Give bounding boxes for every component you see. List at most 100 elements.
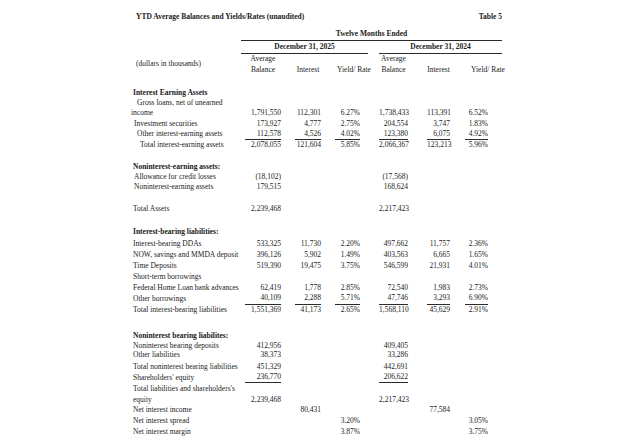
cell-interest-2025	[295, 330, 321, 341]
blank-row	[131, 315, 502, 330]
row-label: NOW, savings and MMDA deposit	[131, 249, 241, 260]
cell-interest-2024	[427, 415, 450, 427]
table-row: Other liabilities38,37333,286	[131, 350, 502, 360]
cell-interest-2025	[295, 382, 321, 395]
cell-rate-2025	[335, 271, 360, 282]
cell-rate-2024	[465, 350, 488, 360]
cell-rate-2025: 3.20%	[335, 415, 360, 427]
cell-interest-2025	[295, 427, 321, 436]
cell-balance-2025: 519,390	[245, 260, 281, 271]
cell-balance-2025: 40,109	[245, 293, 281, 304]
row-label: Total noninterest bearing liabilities	[131, 360, 241, 373]
cell-interest-2025	[295, 350, 321, 360]
cell-interest-2024: 113,391	[427, 108, 450, 118]
cell-balance-2025: 38,373	[245, 350, 281, 360]
cell-rate-2025	[335, 382, 360, 395]
cell-rate-2025: 3.75%	[335, 260, 360, 271]
col-header-rate-2024: Yield/ Rate	[471, 64, 494, 75]
cell-balance-2024: 168,624	[379, 181, 408, 192]
cell-rate-2024	[465, 404, 488, 415]
table-row: Noninterest bearing liabilites:	[131, 330, 502, 341]
cell-balance-2025: 2,078,055	[245, 139, 281, 150]
cell-interest-2025	[295, 98, 321, 108]
cell-balance-2025: 2,239,468	[245, 395, 281, 404]
col-header-balance-2024: Balance	[379, 64, 408, 75]
cell-interest-2025: 41,173	[295, 304, 321, 315]
cell-rate-2025: 2.20%	[335, 238, 360, 249]
cell-balance-2025	[245, 88, 281, 98]
cell-balance-2024	[379, 427, 408, 436]
cell-rate-2024	[465, 341, 488, 350]
cell-rate-2024: 5.96%	[465, 139, 488, 150]
table-row: Investment securities173,9274,7772.75%20…	[131, 118, 502, 129]
cell-balance-2024	[379, 382, 408, 395]
row-label: Interest-bearing DDAs	[131, 238, 241, 249]
table-row: Time Deposits519,39019,4753.75%546,59921…	[131, 260, 502, 271]
cell-balance-2025: 396,126	[245, 249, 281, 260]
cell-balance-2024: 409,405	[379, 341, 408, 350]
title-bar: YTD Average Balances and Yields/Rates (u…	[136, 12, 502, 21]
cell-rate-2025	[335, 341, 360, 350]
blank-row	[131, 75, 502, 88]
cell-balance-2024	[379, 271, 408, 282]
table-row: equity2,239,4682,217,423	[131, 395, 502, 404]
row-label: Net interest income	[131, 404, 241, 415]
table-row: NOW, savings and MMDA deposit396,1265,90…	[131, 249, 502, 260]
table-row: Noninterest-earning assets179,515168,624	[131, 181, 502, 192]
cell-rate-2024	[465, 181, 488, 192]
cell-balance-2024: 33,286	[379, 350, 408, 360]
cell-interest-2024	[427, 360, 450, 373]
row-label: Noninterest bearing liabilites:	[131, 330, 241, 341]
cell-balance-2025	[245, 271, 281, 282]
cell-balance-2025: 179,515	[245, 181, 281, 192]
cell-rate-2024: 4.01%	[465, 260, 488, 271]
row-label: Noninterest bearing deposits	[131, 341, 241, 350]
table-row: Federal Home Loan bank advances62,4191,7…	[131, 282, 502, 293]
row-label: Shareholders' equity	[131, 373, 241, 382]
cell-rate-2025	[335, 330, 360, 341]
table-row: Total interest-bearing liabilities1,551,…	[131, 304, 502, 315]
col-header-balance-2025: Balance	[245, 64, 281, 75]
cell-rate-2025: 2.75%	[335, 118, 360, 129]
table-row: Net interest spread 3.20% 3.05%	[131, 415, 502, 427]
cell-rate-2024: 2.91%	[465, 304, 488, 315]
table-number-label: Table 5	[479, 12, 502, 21]
cell-rate-2025	[335, 404, 360, 415]
cell-balance-2025	[245, 226, 281, 238]
cell-interest-2025: 112,301	[295, 108, 321, 118]
document-page: { "title": "YTD Average Balances and Yie…	[0, 0, 640, 440]
cell-rate-2024: 3.05%	[465, 415, 488, 427]
cell-rate-2024: 3.75%	[465, 427, 488, 436]
cell-interest-2024: 1,983	[427, 282, 450, 293]
cell-interest-2024	[427, 181, 450, 192]
row-label: Noninterest-earning assets:	[131, 161, 241, 172]
cell-rate-2025	[335, 395, 360, 404]
cell-interest-2024: 123,213	[427, 139, 450, 150]
table-row: Short-term borrowings	[131, 271, 502, 282]
row-label: Net interest spread	[131, 415, 241, 427]
table-row: Total interest-earning assets2,078,05512…	[131, 139, 502, 150]
cell-rate-2024	[465, 226, 488, 238]
cell-balance-2025: 2,239,468	[245, 204, 281, 214]
cell-interest-2025	[295, 181, 321, 192]
row-label: Interest-bearing liabilities:	[131, 226, 241, 238]
period-2025-header: December 31, 2025	[241, 40, 368, 53]
cell-balance-2024: 2,066,367	[379, 139, 408, 150]
cell-balance-2024: 403,563	[379, 249, 408, 260]
cell-rate-2025: 3.87%	[335, 427, 360, 436]
table-row: Other interest-earning assets112,5784,52…	[131, 129, 502, 139]
cell-rate-2024: 4.92%	[465, 129, 488, 139]
cell-rate-2025: 2.85%	[335, 282, 360, 293]
cell-rate-2024	[465, 161, 488, 172]
cell-interest-2024	[427, 88, 450, 98]
period-header-row: December 31, 2025 December 31, 2024	[131, 40, 502, 53]
cell-interest-2024: 77,584	[427, 404, 450, 415]
row-label: Gross loans, net of unearned	[131, 98, 241, 108]
table-row: Shareholders' equity236,770206,622	[131, 373, 502, 382]
cell-interest-2024	[427, 373, 450, 382]
cell-rate-2024	[465, 88, 488, 98]
cell-interest-2025: 11,730	[295, 238, 321, 249]
cell-rate-2025	[335, 181, 360, 192]
cell-interest-2024: 3,747	[427, 118, 450, 129]
cell-interest-2024	[427, 350, 450, 360]
